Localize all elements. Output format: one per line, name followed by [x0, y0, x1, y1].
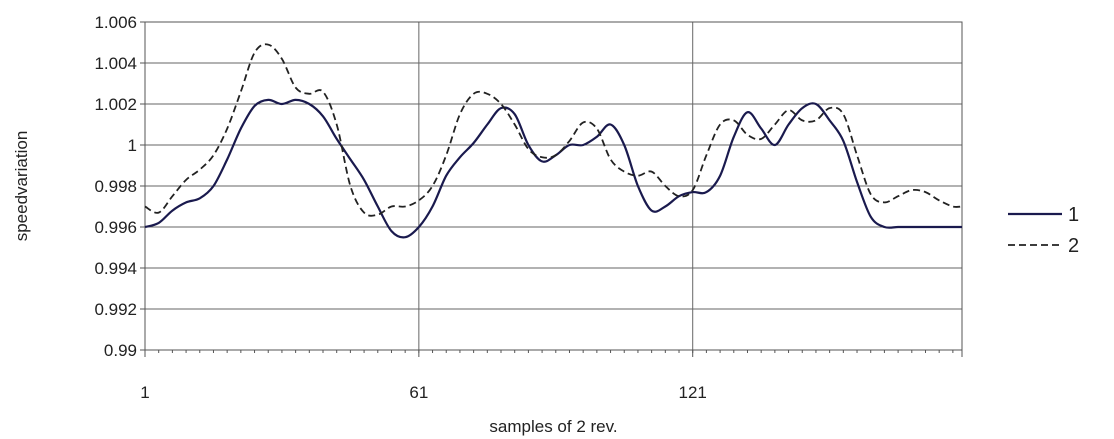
y-tick-label: 1.006: [94, 13, 137, 32]
x-tick-label: 1: [140, 383, 149, 402]
chart-grid: [144, 21, 962, 351]
series-line-1: [144, 98, 962, 239]
legend-label: 1: [1068, 204, 1079, 226]
y-axis-ticks: 0.99 0.992 0.994 0.996 0.998 1 1.002 1.004 1.006: [94, 13, 145, 360]
legend: 12: [1008, 204, 1079, 257]
x-axis-title: samples of 2 rev.: [489, 417, 617, 436]
x-axis-ticks: 1 61 121: [140, 350, 963, 402]
y-axis-title: speedvariation: [12, 131, 31, 242]
x-tick-label: 61: [409, 383, 428, 402]
legend-label: 2: [1068, 235, 1079, 257]
y-tick-label: 1.004: [94, 54, 137, 73]
y-tick-label: 0.994: [94, 259, 137, 278]
series-lines: [144, 43, 963, 239]
y-tick-label: 0.996: [94, 218, 137, 237]
y-tick-label: 0.99: [104, 341, 137, 360]
y-tick-label: 1.002: [94, 95, 137, 114]
y-tick-label: 0.992: [94, 300, 137, 319]
y-tick-label: 0.998: [94, 177, 137, 196]
x-tick-label: 121: [679, 383, 707, 402]
series-line-2: [144, 43, 963, 217]
y-tick-label: 1: [128, 136, 137, 155]
